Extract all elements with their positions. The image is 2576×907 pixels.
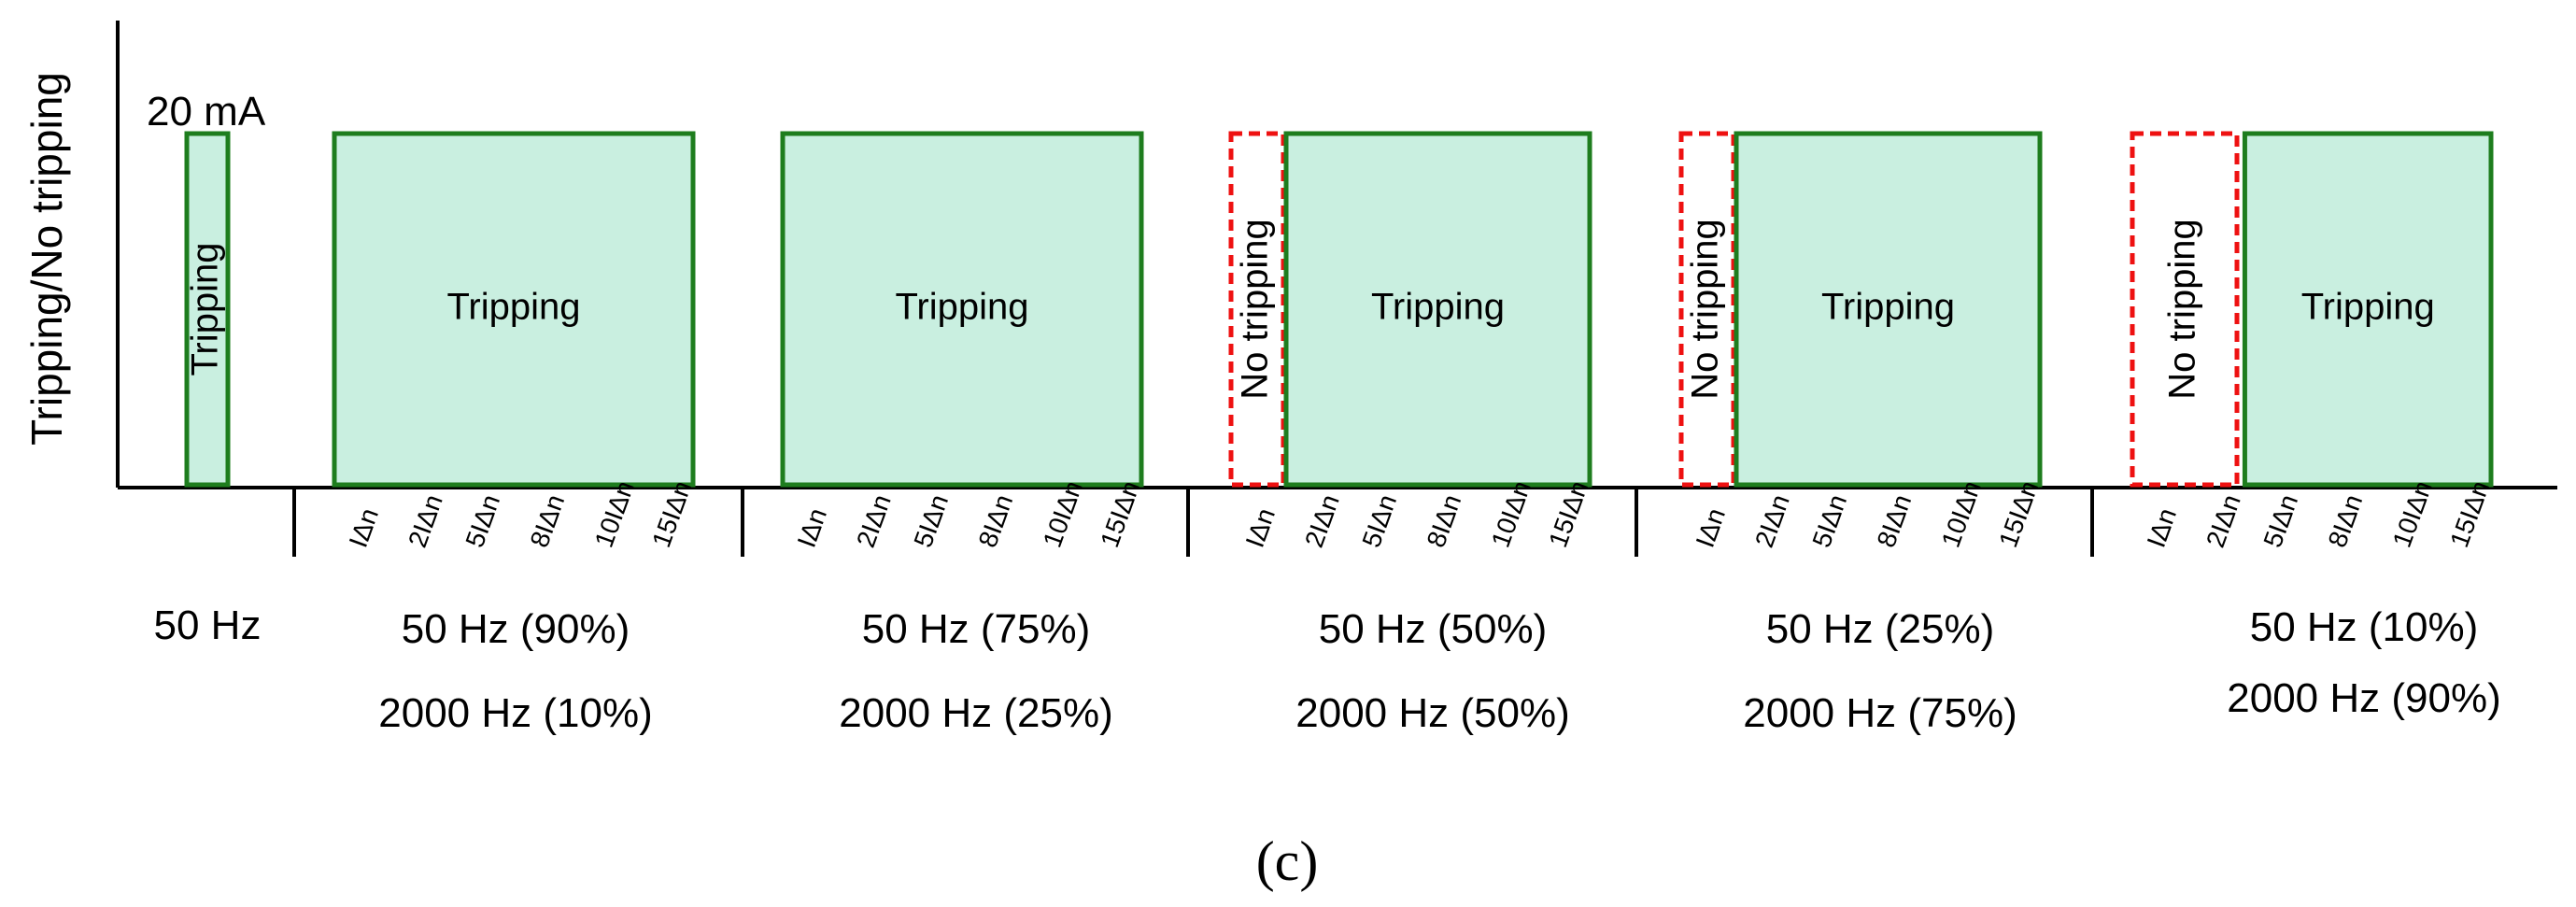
- x-tick-label: 8IΔn: [1872, 490, 1918, 551]
- tripping-label: Tripping: [1371, 287, 1505, 328]
- no-tripping-box: [1678, 131, 1736, 488]
- group-label: 50 Hz (10%): [2250, 604, 2479, 650]
- x-tick-label: 2IΔn: [851, 490, 897, 551]
- tripping-label: Tripping: [1821, 287, 1955, 328]
- no-tripping-box: [1228, 131, 1286, 488]
- group-label: 50 Hz: [154, 602, 262, 648]
- group-label: 2000 Hz (25%): [839, 690, 1112, 736]
- x-tick-label: 2IΔn: [1299, 490, 1345, 551]
- tripping-box: [2242, 131, 2494, 488]
- no-tripping-label: No tripping: [1235, 219, 1276, 399]
- no-tripping-box: [2130, 131, 2240, 488]
- x-tick-label: 5IΔn: [1356, 490, 1402, 551]
- tripping-box: [332, 131, 696, 488]
- x-tick-label: 5IΔn: [1806, 490, 1852, 551]
- x-tick-label: IΔn: [792, 504, 833, 551]
- tripping-box: [1734, 131, 2043, 488]
- tripping-label: Tripping: [895, 287, 1028, 328]
- group-label: 2000 Hz (75%): [1743, 690, 2017, 736]
- tripping-label: Tripping: [185, 242, 226, 376]
- tripping-box: [780, 131, 1144, 488]
- group-label: 50 Hz (25%): [1766, 606, 1995, 652]
- x-tick-label: 2IΔn: [2201, 490, 2246, 551]
- group-label: 50 Hz (50%): [1319, 606, 1548, 652]
- group-label: 2000 Hz (10%): [378, 690, 652, 736]
- x-tick-label: 8IΔn: [1422, 490, 1467, 551]
- x-tick-label: IΔn: [2142, 504, 2183, 551]
- figure-caption: (c): [1256, 830, 1319, 892]
- x-tick-label: 8IΔn: [973, 490, 1019, 551]
- x-tick-label: IΔn: [344, 504, 385, 551]
- current-annotation: 20 mA: [147, 89, 266, 135]
- tripping-box: [184, 131, 231, 488]
- x-tick-label: 5IΔn: [908, 490, 954, 551]
- group-label: 2000 Hz (90%): [2227, 675, 2500, 721]
- x-tick-label: 8IΔn: [525, 490, 571, 551]
- x-tick-label: IΔn: [1240, 504, 1281, 551]
- tripping-box: [1283, 131, 1592, 488]
- no-tripping-label: No tripping: [1685, 219, 1726, 399]
- group-label: 50 Hz (90%): [402, 606, 630, 652]
- no-tripping-label: No tripping: [2162, 219, 2203, 399]
- y-axis-title: Tripping/No tripping: [22, 72, 71, 446]
- group-label: 2000 Hz (50%): [1295, 690, 1569, 736]
- x-tick-label: 2IΔn: [403, 490, 448, 551]
- x-tick-label: 8IΔn: [2323, 490, 2369, 551]
- x-tick-label: 2IΔn: [1749, 490, 1795, 551]
- tripping-label: Tripping: [446, 287, 580, 328]
- group-label: 50 Hz (75%): [862, 606, 1091, 652]
- x-tick-label: IΔn: [1691, 504, 1732, 551]
- tripping-label: Tripping: [2301, 287, 2435, 328]
- x-tick-label: 5IΔn: [2258, 490, 2303, 551]
- x-tick-label: 5IΔn: [460, 490, 505, 551]
